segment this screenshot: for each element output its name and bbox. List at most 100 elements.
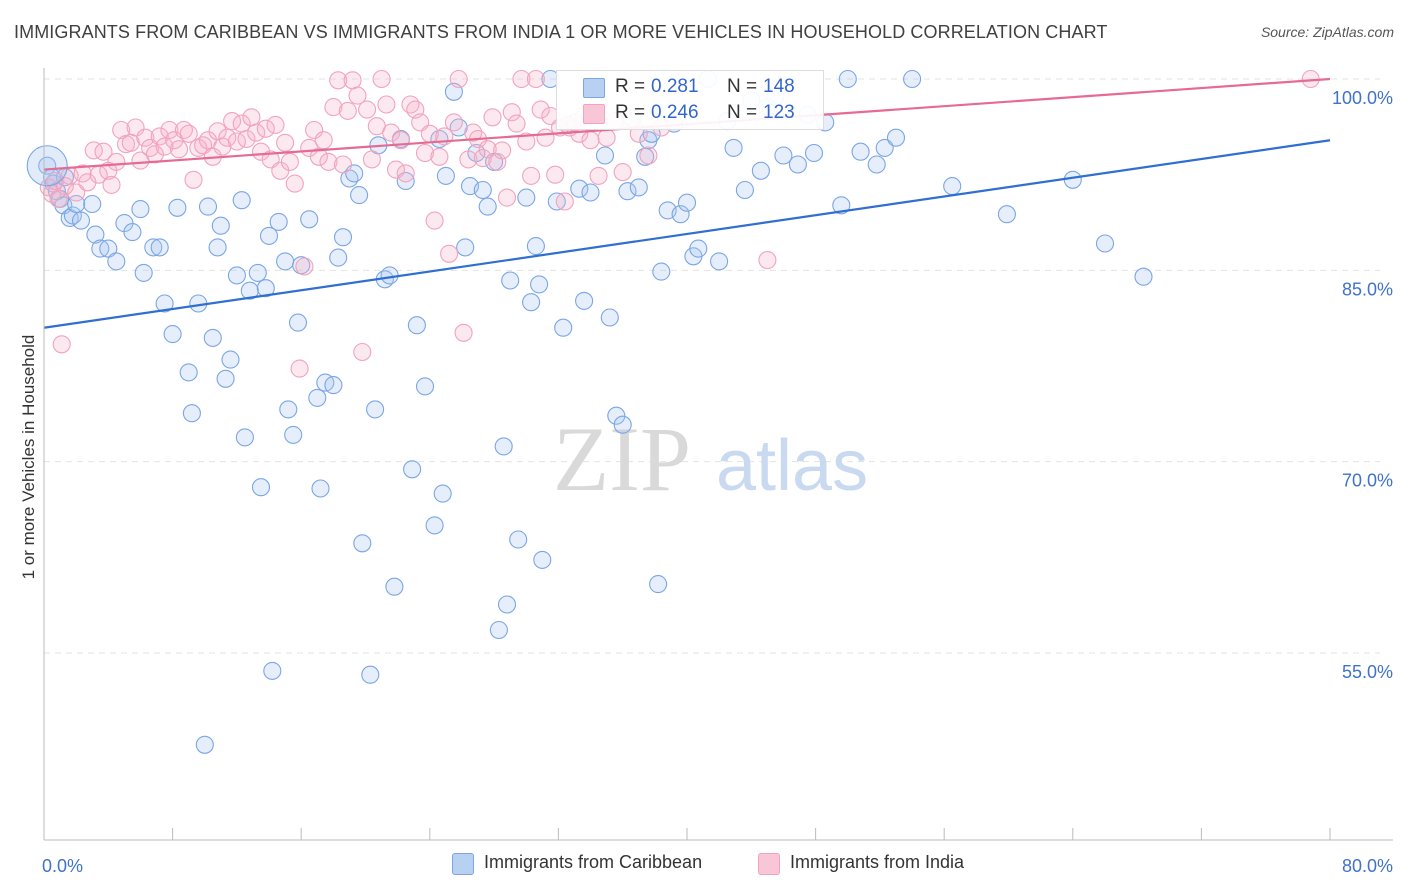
caribbean-point: [533, 550, 552, 569]
caribbean-point: [997, 205, 1016, 224]
caribbean-point: [554, 318, 573, 337]
india-point: [237, 129, 256, 149]
caribbean-point: [144, 238, 163, 257]
india-point: [555, 192, 574, 211]
india-point: [581, 131, 600, 150]
india-point: [362, 150, 381, 169]
caribbean-point: [751, 161, 770, 180]
caribbean-trend-line: [43, 139, 1331, 329]
india-point: [377, 95, 396, 114]
caribbean-point: [232, 191, 251, 210]
y-tick-label: 100.0%: [1332, 88, 1393, 108]
caribbean-point: [575, 291, 594, 310]
legend-r-value-india: 0.246: [651, 102, 699, 123]
caribbean-point: [211, 216, 230, 235]
caribbean-point: [774, 146, 793, 165]
legend-r-label: R =: [615, 102, 646, 123]
india-point: [319, 152, 338, 171]
caribbean-point: [216, 369, 235, 388]
india-point: [401, 95, 420, 114]
caribbean-point: [613, 415, 632, 434]
india-point: [194, 136, 213, 155]
india-point: [512, 69, 531, 89]
caribbean-point: [735, 180, 754, 200]
india-point: [136, 128, 155, 147]
india-point: [589, 166, 608, 185]
caribbean-point: [838, 69, 857, 89]
caribbean-point: [1134, 267, 1153, 286]
legend-n-label: N =: [727, 76, 758, 97]
caribbean-point: [361, 665, 380, 684]
india-point: [251, 142, 271, 161]
caribbean-point: [333, 228, 353, 247]
caribbean-point: [284, 425, 303, 444]
caribbean-point: [203, 328, 222, 347]
caribbean-point: [71, 211, 91, 230]
caribbean-point: [425, 516, 444, 535]
caribbean-point: [150, 238, 169, 257]
caribbean-point: [407, 316, 426, 335]
caribbean-point: [671, 205, 690, 224]
india-point: [502, 103, 521, 122]
caribbean-point: [522, 293, 541, 312]
india-point: [430, 147, 449, 166]
india-point: [338, 101, 357, 120]
caribbean-point: [430, 129, 449, 149]
caribbean-point: [489, 620, 508, 640]
axes: [43, 68, 1393, 841]
caribbean-point: [235, 428, 254, 447]
india-point: [184, 170, 203, 189]
india-point: [242, 108, 261, 127]
y-tick-label: 70.0%: [1342, 471, 1393, 491]
caribbean-point: [324, 376, 343, 395]
india-point: [84, 141, 103, 160]
india-point: [73, 164, 92, 183]
caribbean-point: [256, 279, 275, 298]
caribbean-point: [227, 266, 246, 285]
caribbean-point: [179, 363, 198, 382]
caribbean-point: [724, 138, 743, 157]
data-points: [26, 69, 1320, 754]
caribbean-point: [517, 188, 536, 207]
caribbean-point: [886, 128, 906, 147]
india-point: [67, 183, 86, 202]
caribbean-point: [99, 239, 118, 258]
watermark-atlas: atlas: [716, 426, 868, 506]
india-point: [526, 69, 545, 89]
bottom-legend-swatch-caribbean: [452, 853, 474, 875]
india-point: [218, 128, 237, 147]
india-point: [276, 133, 295, 152]
india-point: [266, 115, 285, 134]
caribbean-point: [595, 146, 615, 165]
bottom-legend-label-india: Immigrants from India: [790, 852, 965, 872]
legend-n-value-india: 123: [763, 102, 795, 123]
correlation-legend: R = 0.281 N = 148 R = 0.246 N = 123: [556, 70, 824, 130]
caribbean-point: [607, 406, 626, 425]
caribbean-point: [403, 460, 422, 479]
india-point: [444, 113, 463, 132]
india-point: [179, 124, 198, 143]
y-axis-label: 1 or more Vehicles in Household: [19, 335, 38, 580]
caribbean-point: [308, 388, 327, 407]
caribbean-point: [943, 177, 962, 196]
caribbean-point: [629, 178, 648, 197]
india-point: [333, 155, 353, 174]
india-point: [639, 146, 658, 165]
bottom-legend-swatch-india: [758, 853, 780, 875]
caribbean-point: [131, 200, 150, 219]
caribbean-point: [155, 294, 174, 313]
caribbean-point: [600, 308, 619, 327]
caribbean-point: [1095, 234, 1115, 253]
caribbean-point: [478, 197, 497, 216]
caribbean-point: [107, 252, 126, 271]
india-point: [247, 123, 266, 142]
caribbean-point: [526, 237, 545, 256]
grid-lines: [44, 78, 1380, 654]
india-point: [358, 100, 377, 119]
caribbean-point: [300, 210, 319, 229]
x-tick-label: 0.0%: [42, 856, 83, 876]
caribbean-point: [288, 313, 308, 332]
watermark-zip: ZIP: [553, 408, 691, 510]
india-point: [517, 132, 536, 151]
